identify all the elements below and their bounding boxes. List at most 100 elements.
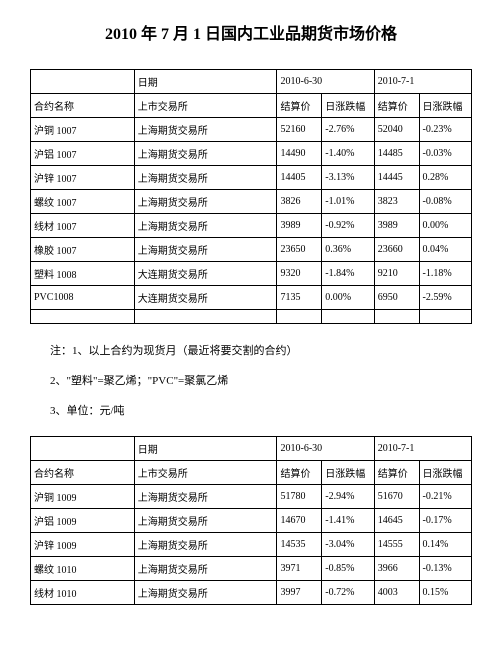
cell-exchange: 上海期货交易所 [134, 238, 277, 262]
cell-exchange: 上海期货交易所 [134, 533, 277, 557]
cell-settle2: 3989 [374, 214, 419, 238]
col-settle1: 结算价 [277, 461, 322, 485]
col-exchange: 上市交易所 [134, 461, 277, 485]
cell-exchange: 上海期货交易所 [134, 142, 277, 166]
futures-table-2: 日期 2010-6-30 2010-7-1 合约名称 上市交易所 结算价 日涨跌… [30, 436, 472, 605]
cell-settle1: 23650 [277, 238, 322, 262]
cell-change2: 0.14% [419, 533, 471, 557]
cell-contract: 沪铜 1009 [31, 485, 135, 509]
cell-change2: -2.59% [419, 286, 471, 310]
cell-settle1: 14490 [277, 142, 322, 166]
header-date-row: 日期 2010-6-30 2010-7-1 [31, 437, 472, 461]
notes-section: 注：1、以上合约为现货月（最近将要交割的合约） 2、"塑料"=聚乙烯；"PVC"… [30, 342, 472, 418]
cell-exchange: 上海期货交易所 [134, 166, 277, 190]
cell-settle2: 14485 [374, 142, 419, 166]
header-columns-row: 合约名称 上市交易所 结算价 日涨跌幅 结算价 日涨跌幅 [31, 461, 472, 485]
cell-settle1: 52160 [277, 118, 322, 142]
cell-change1: -3.13% [322, 166, 374, 190]
date-2: 2010-7-1 [374, 70, 471, 94]
cell-settle1: 3989 [277, 214, 322, 238]
date-label: 日期 [134, 437, 277, 461]
cell-settle2: 14445 [374, 166, 419, 190]
cell-settle1: 7135 [277, 286, 322, 310]
col-change2: 日涨跌幅 [419, 94, 471, 118]
cell-contract: 沪铜 1007 [31, 118, 135, 142]
table-row: 线材 1010上海期货交易所3997-0.72%40030.15% [31, 581, 472, 605]
cell-exchange: 上海期货交易所 [134, 557, 277, 581]
cell-change2: -0.21% [419, 485, 471, 509]
col-settle2: 结算价 [374, 94, 419, 118]
date-2: 2010-7-1 [374, 437, 471, 461]
cell-change2: -0.13% [419, 557, 471, 581]
date-label: 日期 [134, 70, 277, 94]
cell-change1: -2.94% [322, 485, 374, 509]
col-settle2: 结算价 [374, 461, 419, 485]
cell-exchange: 大连期货交易所 [134, 262, 277, 286]
cell-settle1: 3997 [277, 581, 322, 605]
cell-change2: -0.23% [419, 118, 471, 142]
note-2: 2、"塑料"=聚乙烯；"PVC"=聚氯乙烯 [30, 372, 472, 388]
cell-change1: -1.40% [322, 142, 374, 166]
cell-change2: -1.18% [419, 262, 471, 286]
cell-settle2: 51670 [374, 485, 419, 509]
cell-change1: -1.01% [322, 190, 374, 214]
cell-settle2: 14645 [374, 509, 419, 533]
date-1: 2010-6-30 [277, 70, 374, 94]
table-row: 橡胶 1007上海期货交易所236500.36%236600.04% [31, 238, 472, 262]
cell-exchange: 上海期货交易所 [134, 485, 277, 509]
cell-change1: 0.00% [322, 286, 374, 310]
cell-contract: 线材 1007 [31, 214, 135, 238]
table-row: PVC1008大连期货交易所71350.00%6950-2.59% [31, 286, 472, 310]
cell-settle1: 14535 [277, 533, 322, 557]
table-row: 沪铝 1009上海期货交易所14670-1.41%14645-0.17% [31, 509, 472, 533]
cell-change1: -3.04% [322, 533, 374, 557]
cell-change2: 0.04% [419, 238, 471, 262]
cell-settle1: 3971 [277, 557, 322, 581]
note-3: 3、单位：元/吨 [30, 402, 472, 418]
cell-contract: 线材 1010 [31, 581, 135, 605]
cell-settle1: 14405 [277, 166, 322, 190]
cell-exchange: 上海期货交易所 [134, 509, 277, 533]
cell-settle2: 3823 [374, 190, 419, 214]
cell-exchange: 上海期货交易所 [134, 190, 277, 214]
cell-change2: -0.03% [419, 142, 471, 166]
cell-change1: -2.76% [322, 118, 374, 142]
table-row: 沪铜 1009上海期货交易所51780-2.94%51670-0.21% [31, 485, 472, 509]
cell-change2: 0.00% [419, 214, 471, 238]
cell-settle1: 14670 [277, 509, 322, 533]
table-row: 螺纹 1007上海期货交易所3826-1.01%3823-0.08% [31, 190, 472, 214]
cell-contract: 橡胶 1007 [31, 238, 135, 262]
empty-row [31, 310, 472, 324]
cell-settle2: 3966 [374, 557, 419, 581]
table-row: 线材 1007上海期货交易所3989-0.92%39890.00% [31, 214, 472, 238]
cell-contract: PVC1008 [31, 286, 135, 310]
cell-settle2: 52040 [374, 118, 419, 142]
cell-contract: 螺纹 1010 [31, 557, 135, 581]
cell-settle1: 9320 [277, 262, 322, 286]
cell-change1: -1.41% [322, 509, 374, 533]
col-exchange: 上市交易所 [134, 94, 277, 118]
cell-change1: -0.72% [322, 581, 374, 605]
cell-settle2: 6950 [374, 286, 419, 310]
cell-exchange: 大连期货交易所 [134, 286, 277, 310]
cell-contract: 沪铝 1009 [31, 509, 135, 533]
cell-change1: -0.92% [322, 214, 374, 238]
header-date-row: 日期 2010-6-30 2010-7-1 [31, 70, 472, 94]
table-row: 沪锌 1009上海期货交易所14535-3.04%145550.14% [31, 533, 472, 557]
col-contract: 合约名称 [31, 461, 135, 485]
cell-change1: -1.84% [322, 262, 374, 286]
cell-change2: -0.17% [419, 509, 471, 533]
cell-settle2: 14555 [374, 533, 419, 557]
cell-change1: -0.85% [322, 557, 374, 581]
cell-settle1: 51780 [277, 485, 322, 509]
cell-exchange: 上海期货交易所 [134, 118, 277, 142]
cell-settle1: 3826 [277, 190, 322, 214]
table-row: 沪铝 1007上海期货交易所14490-1.40%14485-0.03% [31, 142, 472, 166]
table-row: 沪锌 1007上海期货交易所14405-3.13%144450.28% [31, 166, 472, 190]
cell-contract: 塑料 1008 [31, 262, 135, 286]
table-row: 螺纹 1010上海期货交易所3971-0.85%3966-0.13% [31, 557, 472, 581]
cell-settle2: 9210 [374, 262, 419, 286]
cell-contract: 沪铝 1007 [31, 142, 135, 166]
col-contract: 合约名称 [31, 94, 135, 118]
cell-change2: 0.15% [419, 581, 471, 605]
